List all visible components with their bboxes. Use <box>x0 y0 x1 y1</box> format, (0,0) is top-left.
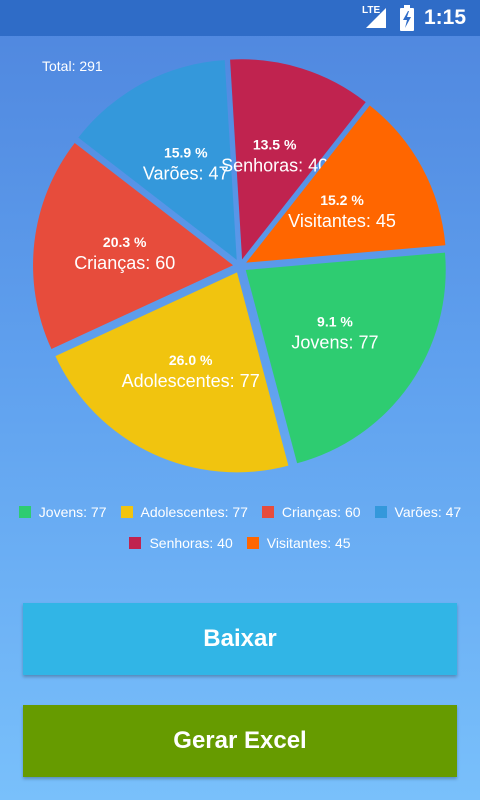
legend-label: Jovens: 77 <box>38 504 107 520</box>
slice-value-label: Adolescentes: 77 <box>122 371 260 391</box>
legend-item: Varões: 47 <box>374 504 462 520</box>
legend-label: Crianças: 60 <box>281 504 361 520</box>
legend-item: Senhoras: 40 <box>129 535 233 551</box>
legend-swatch <box>261 506 274 518</box>
pie-slice-adolescentes[interactable] <box>55 272 289 473</box>
slice-percent-label: 13.5 % <box>253 136 297 152</box>
slice-percent-label: 9.1 % <box>317 314 353 330</box>
total-label: Total: 291 <box>42 58 103 74</box>
gerar-excel-button[interactable]: Gerar Excel <box>23 705 457 777</box>
legend-item: Adolescentes: 77 <box>120 504 248 520</box>
slice-value-label: Varões: 47 <box>143 163 229 183</box>
legend-label: Visitantes: 45 <box>266 535 351 551</box>
legend-item: Visitantes: 45 <box>246 535 351 551</box>
slice-value-label: Visitantes: 45 <box>288 211 396 231</box>
legend-item: Jovens: 77 <box>18 504 107 520</box>
slice-percent-label: 20.3 % <box>103 234 147 250</box>
battery-charging-icon <box>400 5 414 31</box>
pie-slice-senhoras[interactable] <box>230 59 366 260</box>
legend-swatch <box>374 506 387 518</box>
legend-label: Varões: 47 <box>394 504 462 520</box>
legend-swatch <box>18 506 31 518</box>
pie-slice-crianças[interactable] <box>33 143 234 350</box>
legend-item: Crianças: 60 <box>261 504 361 520</box>
legend-row-2: Senhoras: 40 Visitantes: 45 <box>0 535 480 551</box>
legend-swatch <box>120 506 133 518</box>
slice-value-label: Crianças: 60 <box>74 253 175 273</box>
slice-value-label: Jovens: 77 <box>291 333 378 353</box>
pie-chart[interactable]: 9.1 % Jovens: 77 26.0 % Adolescentes: 77 20.… <box>0 36 480 496</box>
pie-slice-visitantes[interactable] <box>246 105 446 263</box>
lte-signal-icon <box>366 8 386 28</box>
slice-percent-label: 15.9 % <box>164 144 208 160</box>
slice-value-label: Senhoras: 40 <box>221 155 328 175</box>
status-time: 1:15 <box>424 6 467 29</box>
legend-swatch <box>129 537 142 549</box>
legend-swatch <box>246 537 259 549</box>
legend-label: Senhoras: 40 <box>149 535 233 551</box>
slice-percent-label: 26.0 % <box>169 352 213 368</box>
network-type: LTE <box>362 5 381 16</box>
legend-row-1: Jovens: 77 Adolescentes: 77 Crianças: 60 Va… <box>0 504 480 520</box>
baixar-button[interactable]: Baixar <box>23 603 457 675</box>
pie-slice-varões[interactable] <box>78 60 237 260</box>
pie-slice-jovens[interactable] <box>245 252 446 464</box>
status-bar: LTE 1:15 <box>0 0 480 36</box>
legend-label: Adolescentes: 77 <box>140 504 248 520</box>
slice-percent-label: 15.2 % <box>320 192 364 208</box>
